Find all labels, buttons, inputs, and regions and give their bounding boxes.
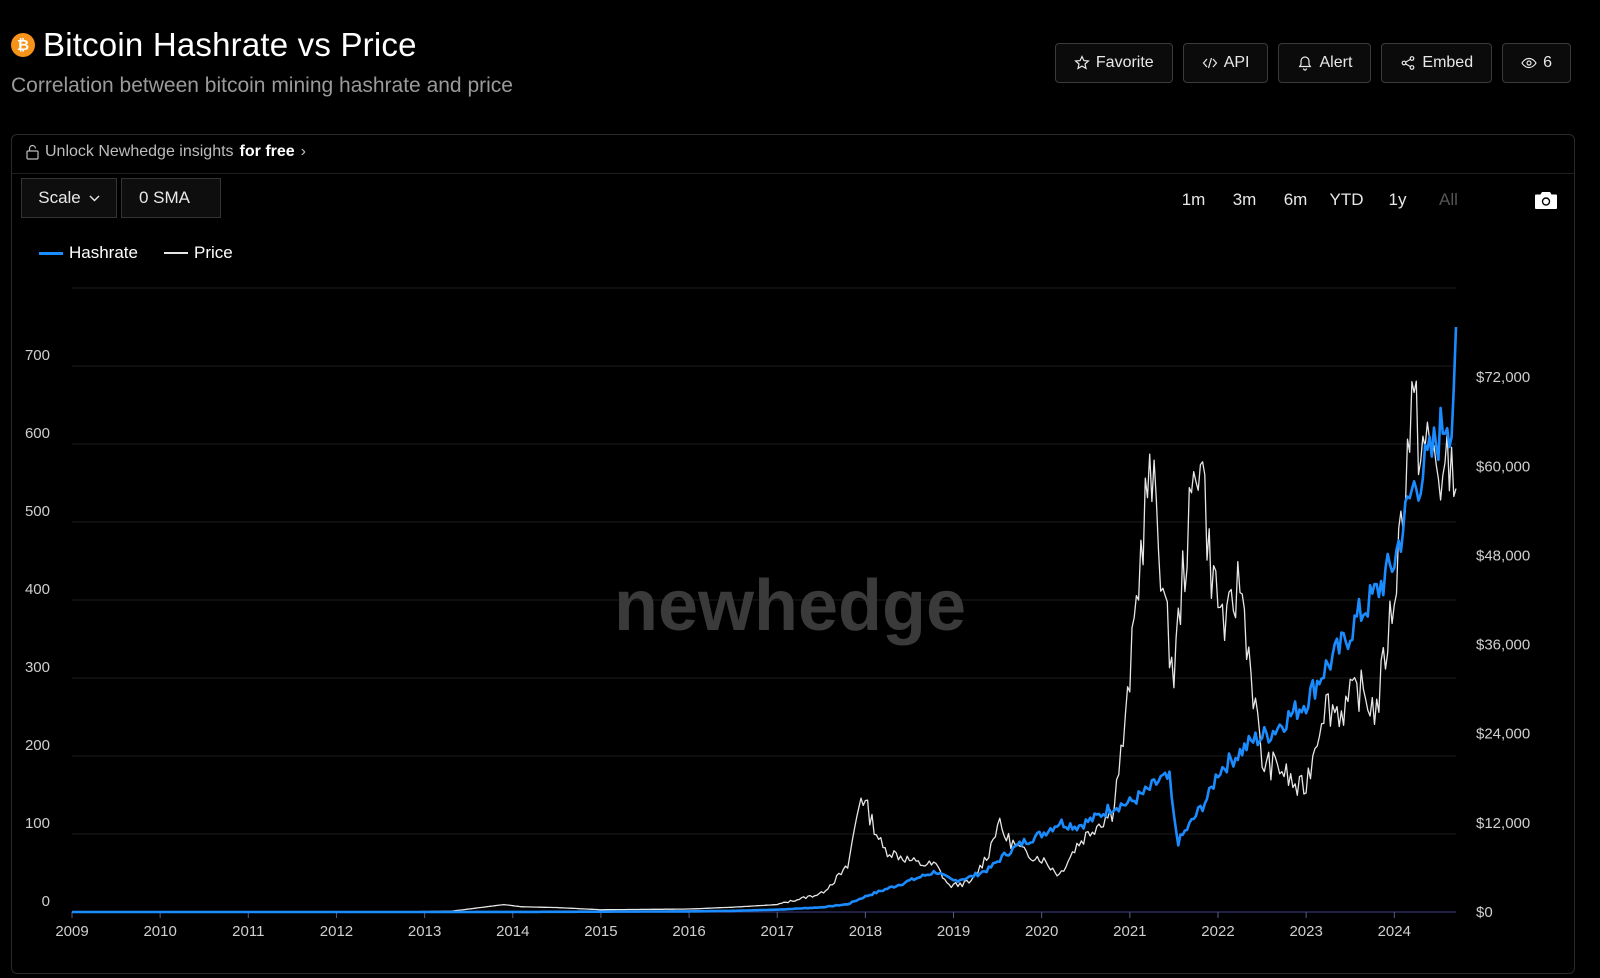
y-right-tick-label: $0 [1476, 904, 1493, 921]
y-right-tick-label: $60,000 [1476, 458, 1530, 475]
y-right-tick-label: $36,000 [1476, 637, 1530, 654]
chevron-down-icon [89, 195, 100, 201]
y-left-tick-label: 0 [42, 893, 50, 910]
panel-divider [12, 173, 1574, 174]
range-all[interactable]: All [1439, 190, 1458, 209]
range-1m[interactable]: 1m [1181, 190, 1206, 209]
x-tick-label: 2017 [761, 923, 794, 940]
range-3m[interactable]: 3m [1232, 190, 1257, 209]
x-tick-label: 2012 [320, 923, 353, 940]
range-ytd[interactable]: YTD [1329, 190, 1364, 209]
alert-button[interactable]: Alert [1278, 43, 1372, 83]
x-tick-label: 2022 [1201, 923, 1234, 940]
x-tick-label: 2011 [232, 923, 264, 940]
sma-input[interactable]: 0 SMA [121, 178, 221, 218]
y-left-tick-label: 500 [25, 503, 50, 520]
hashrate-line [72, 326, 1458, 914]
y-left-tick-label: 400 [25, 581, 50, 598]
price-swatch [163, 252, 188, 254]
x-tick-label: 2015 [584, 923, 617, 940]
chart-legend: Hashrate Price [39, 243, 233, 263]
range-6m[interactable]: 6m [1283, 190, 1308, 209]
x-tick-label: 2020 [1025, 923, 1058, 940]
header: ₿ Bitcoin Hashrate vs Price Correlation … [11, 26, 513, 98]
x-tick-label: 2010 [143, 923, 176, 940]
x-tick-label: 2013 [408, 923, 441, 940]
range-1y[interactable]: 1y [1388, 190, 1407, 209]
y-left-tick-label: 700 [25, 347, 50, 364]
x-tick-label: 2021 [1113, 923, 1146, 940]
favorite-button[interactable]: Favorite [1054, 43, 1173, 83]
y-left-tick-label: 600 [25, 425, 50, 442]
legend-hashrate[interactable]: Hashrate [39, 243, 138, 263]
legend-price[interactable]: Price [163, 243, 233, 263]
embed-button[interactable]: Embed [1381, 43, 1493, 83]
camera-icon[interactable] [1534, 190, 1558, 210]
range-selector: 1m 3m 6m YTD 1y All [1168, 190, 1474, 210]
page-title: Bitcoin Hashrate vs Price [43, 26, 417, 63]
x-tick-label: 2014 [496, 923, 529, 940]
code-icon [1202, 57, 1217, 69]
scale-dropdown[interactable]: Scale [21, 178, 117, 218]
api-label: API [1223, 54, 1250, 71]
alert-label: Alert [1319, 54, 1353, 71]
eye-icon [1521, 57, 1537, 69]
x-tick-label: 2023 [1289, 923, 1322, 940]
x-tick-label: 2016 [672, 923, 705, 940]
views-count: 6 [1543, 54, 1552, 71]
scale-label: Scale [38, 188, 81, 207]
star-icon [1074, 55, 1090, 70]
unlock-bold: for free [239, 143, 295, 160]
share-icon [1401, 56, 1415, 70]
x-tick-label: 2009 [55, 923, 88, 940]
series-group [72, 326, 1458, 914]
favorite-label: Favorite [1095, 54, 1154, 71]
unlock-link[interactable]: Unlock Newhedge insights for free › [26, 143, 306, 161]
left-axis: 0 100 200 300 400 500 600 700 [25, 347, 50, 910]
hashrate-swatch [39, 251, 63, 255]
y-right-tick-label: $48,000 [1476, 547, 1530, 564]
bell-icon [1299, 56, 1312, 71]
y-right-tick-label: $12,000 [1476, 815, 1530, 832]
y-left-tick-label: 200 [25, 737, 50, 754]
y-left-tick-label: 300 [25, 659, 50, 676]
legend-hashrate-label: Hashrate [69, 243, 138, 262]
y-right-tick-label: $24,000 [1476, 726, 1530, 743]
action-bar: Favorite API Alert Embed 6 [1054, 43, 1571, 83]
right-axis: $0 $12,000 $24,000 $36,000 $48,000 $60,000 $72… [1476, 369, 1530, 921]
watermark: newhedge [614, 566, 966, 646]
y-right-tick-label: $72,000 [1476, 369, 1530, 386]
page-subtitle: Correlation between bitcoin mining hashr… [11, 74, 513, 97]
y-left-tick-label: 100 [25, 815, 50, 832]
x-tick-label: 2018 [849, 923, 882, 940]
x-tick-label: 2019 [937, 923, 970, 940]
price-line [72, 380, 1457, 913]
chevron-right-icon: › [300, 143, 306, 160]
legend-price-label: Price [193, 243, 233, 262]
x-axis: 2009 2010 2011 2012 2013 2014 2015 2016 2017 2018… [55, 912, 1411, 940]
chart-panel: Unlock Newhedge insights for free › Scal… [11, 134, 1575, 974]
api-button[interactable]: API [1182, 43, 1269, 83]
bitcoin-icon: ₿ [11, 33, 35, 57]
x-tick-label: 2024 [1378, 923, 1411, 940]
embed-label: Embed [1422, 54, 1474, 71]
views-button[interactable]: 6 [1502, 43, 1571, 83]
unlock-text: Unlock Newhedge insights [45, 143, 234, 160]
lock-icon [26, 144, 39, 160]
